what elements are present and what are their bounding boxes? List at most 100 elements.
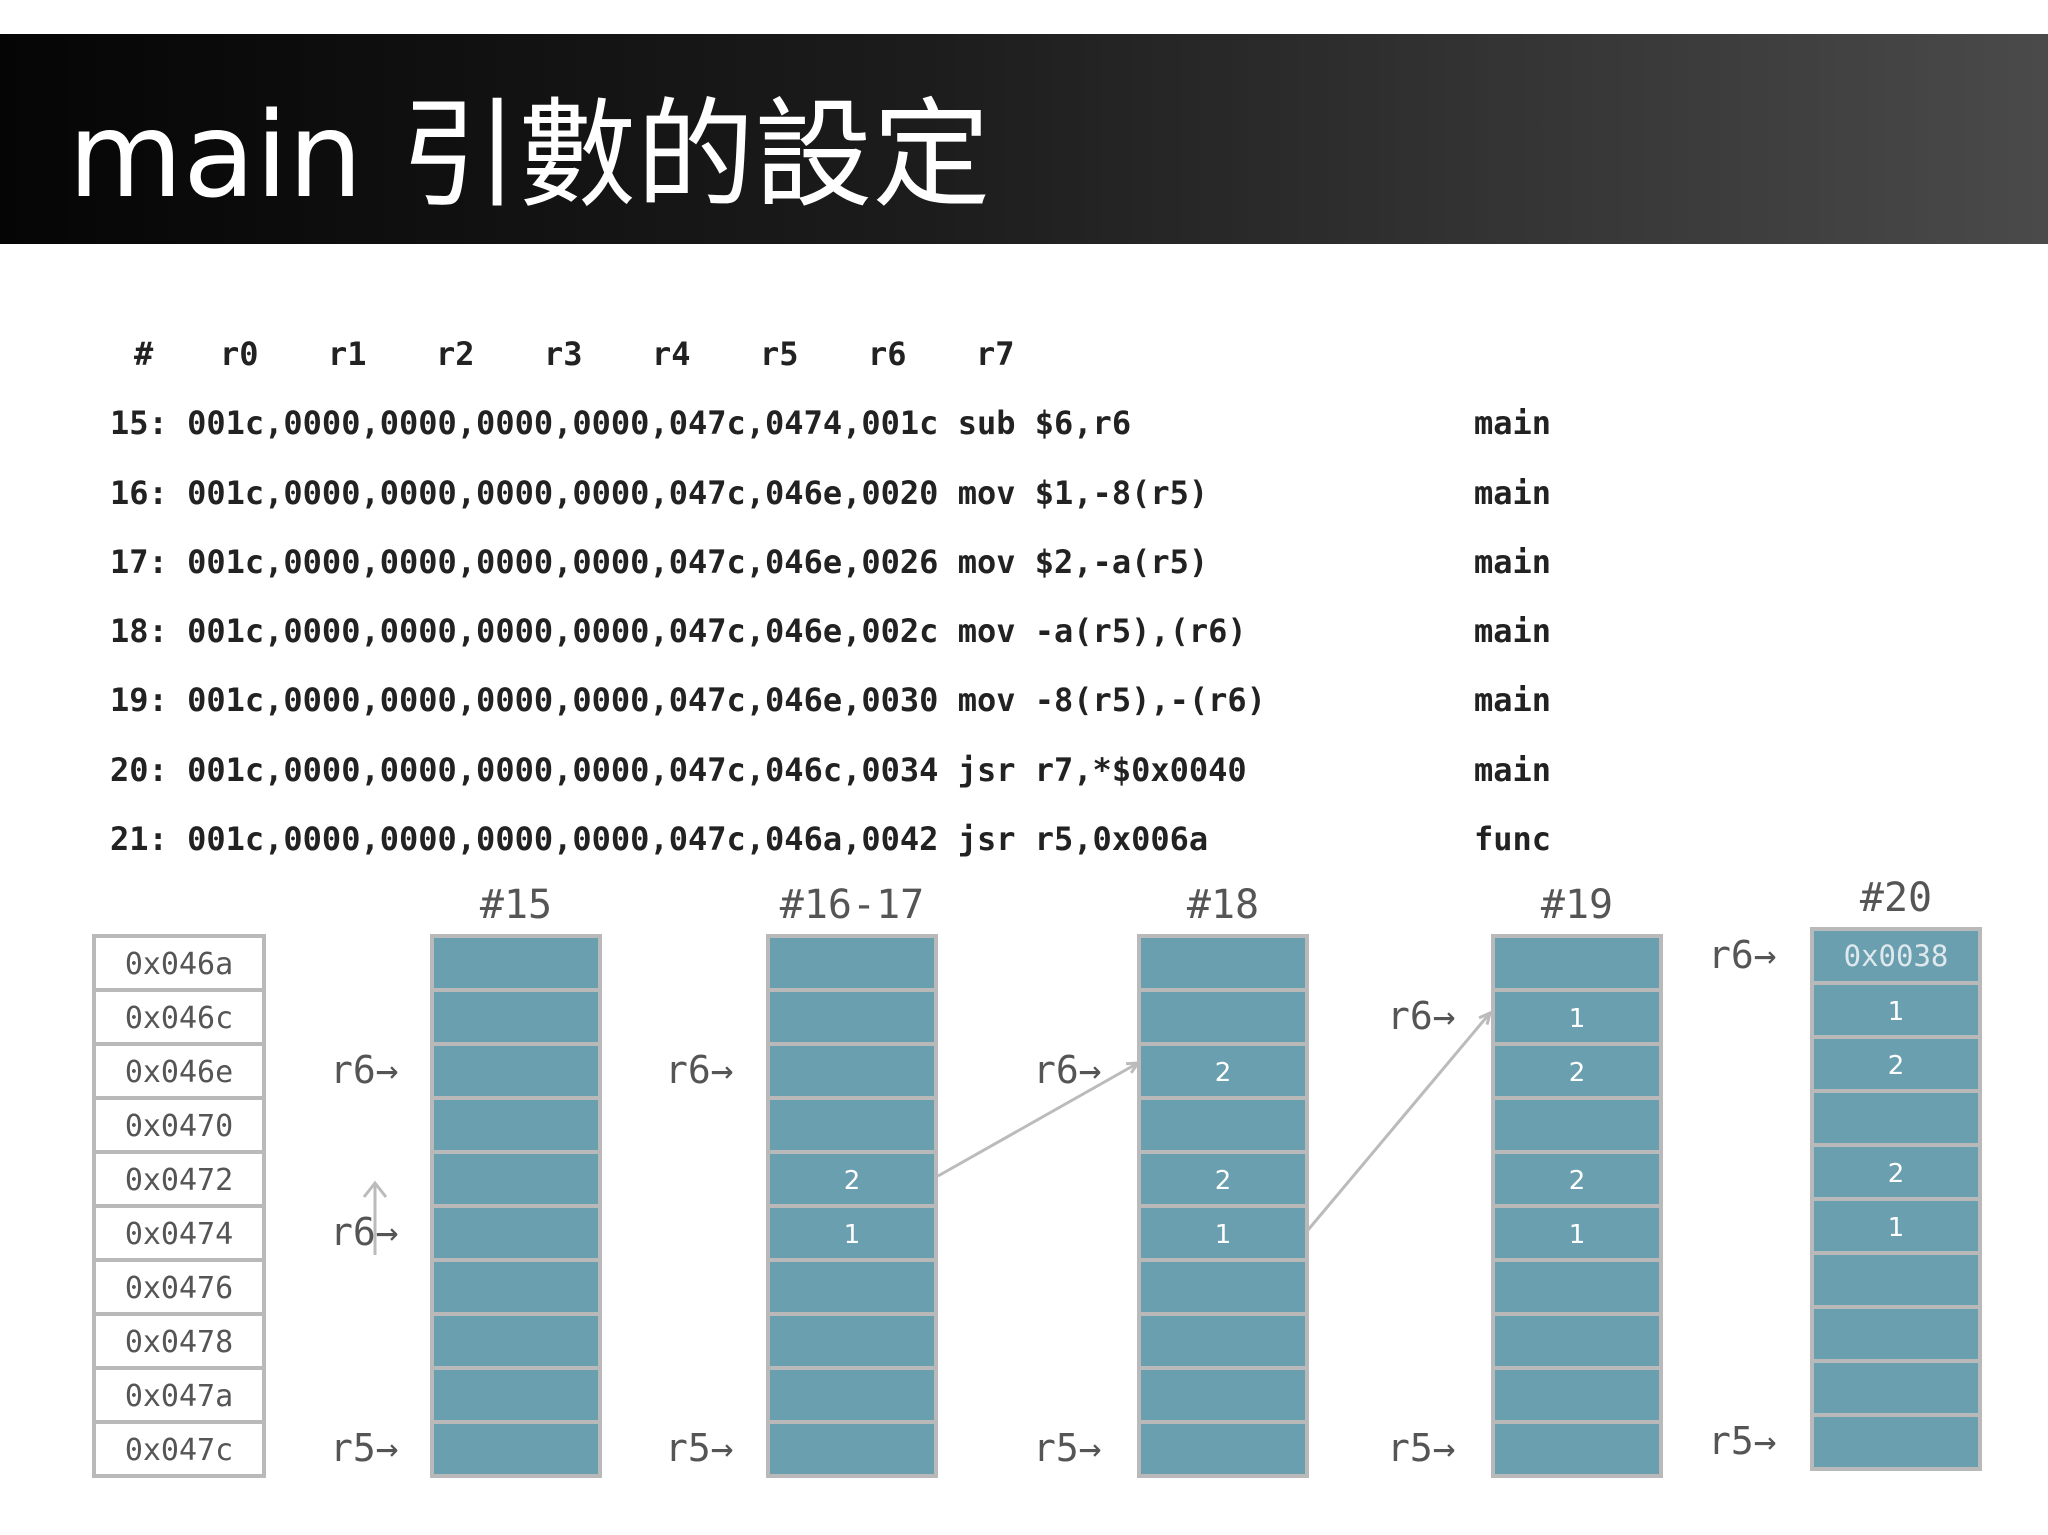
address-label: 0x0472 [125,1163,233,1198]
pointer-label: r6→ [1033,1048,1102,1092]
stack-cell [766,1258,938,1316]
stack-cell [1810,1197,1982,1255]
stack-cell-value: 2 [1215,1166,1232,1196]
stack-cell [1137,1420,1309,1478]
pointer-label: r6→ [1708,933,1777,977]
stack-cell [766,1366,938,1424]
stack-cell [1491,1312,1663,1370]
address-label: 0x046a [125,947,233,982]
trace-code: 21: 001c,0000,0000,0000,0000,047c,046a,0… [110,820,1209,859]
connector-arrow [937,1061,1139,1178]
stack-cell [430,1366,602,1424]
stack-cell [1491,1150,1663,1208]
pointer-label: r6→ [1387,994,1456,1038]
trace-header-r5: r5 [760,335,799,373]
stack-label: #19 [1541,882,1613,928]
stack-cell [1491,1366,1663,1424]
stack-diagram: 0x046a 0x046c 0x046e 0x0470 0x0472 0x0474 0x04… [92,875,1982,1478]
trace-row: 18: 001c,0000,0000,0000,0000,047c,046e,0… [110,607,1551,676]
stack-cell-value: 0x0038 [1844,939,1949,973]
address-cell [92,1042,266,1100]
address-cell [92,988,266,1046]
trace-row: 19: 001c,0000,0000,0000,0000,047c,046e,0… [110,676,1551,745]
stack-cell [1137,1258,1309,1316]
stack-cell [430,1258,602,1316]
stack-cell-value: 1 [1215,1220,1232,1250]
address-label: 0x046c [125,1001,233,1036]
trace-header-r6: r6 [868,335,907,373]
stack-cell-value: 2 [1215,1058,1232,1088]
stack-cell-value: 1 [844,1220,861,1250]
address-label: 0x0474 [125,1217,233,1252]
stack-cell [430,988,602,1046]
stack-cell [430,1204,602,1262]
stack-cell [766,934,938,992]
trace-row: 21: 001c,0000,0000,0000,0000,047c,046a,0… [110,815,1551,884]
register-trace: # r0 r1 r2 r3 r4 r5 r6 r7 15: 001c,0000,… [110,330,1551,884]
pointer-label: r5→ [1033,1426,1102,1470]
stack-cell-value: 2 [844,1166,861,1196]
trace-code: 20: 001c,0000,0000,0000,0000,047c,046c,0… [110,750,1247,789]
stack-cell [430,934,602,992]
trace-code: 16: 001c,0000,0000,0000,0000,047c,046e,0… [110,473,1209,512]
arrow-head [362,1180,388,1198]
pointer-label: r6→ [665,1048,734,1092]
stack-cell-value: 1 [1569,1220,1586,1250]
stack-cell [1810,1089,1982,1147]
trace-header-r7: r7 [976,335,1015,373]
stack-label: #20 [1860,875,1932,921]
pointer-label: r6→ [330,1048,399,1092]
connector-arrow [1306,1012,1492,1231]
trace-function: main [1474,542,1552,581]
stack-cell [1137,934,1309,992]
trace-code: 15: 001c,0000,0000,0000,0000,047c,0474,0… [110,404,1132,443]
stack-cell [1810,1359,1982,1417]
trace-header-r3: r3 [544,335,583,373]
pointer-label: r5→ [1387,1426,1456,1470]
address-label: 0x0478 [125,1325,233,1360]
address-label: 0x047a [125,1379,233,1414]
stack-cell-value: 2 [1888,1159,1905,1189]
stack-label: #16-17 [780,882,925,928]
address-cell [92,1096,266,1154]
stack-cell [430,1312,602,1370]
stack-cell [766,1420,938,1478]
stack-cell [1137,1366,1309,1424]
stack-cell [430,1420,602,1478]
trace-header-hash: # [134,335,154,373]
trace-code: 19: 001c,0000,0000,0000,0000,047c,046e,0… [110,681,1266,720]
address-cell [92,934,266,992]
stack-cell [430,1042,602,1100]
stack-cell [1810,1035,1982,1093]
trace-header-r1: r1 [328,335,367,373]
stack-cell [766,988,938,1046]
title-bar: main 引數的設定 [0,34,2048,244]
stack-cell [1810,1413,1982,1471]
stack-cell [1810,981,1982,1039]
stack-cell [1810,1305,1982,1363]
trace-header: # r0 r1 r2 r3 r4 r5 r6 r7 [110,330,1015,399]
trace-row: 16: 001c,0000,0000,0000,0000,047c,046e,0… [110,469,1551,538]
stack-label: #18 [1187,882,1259,928]
trace-function: main [1474,404,1552,443]
address-cell [92,1420,266,1478]
trace-function: main [1474,473,1552,512]
stack-cell-value: 1 [1888,1213,1905,1243]
stack-cell-value: 2 [1569,1166,1586,1196]
stack-cell [766,1096,938,1154]
stack-cell-value: 2 [1888,1051,1905,1081]
arrow-head [1125,1061,1142,1074]
pointer-label: r5→ [1708,1419,1777,1463]
arrow-head [1478,1010,1493,1026]
stack-cell [1137,1096,1309,1154]
stack-cell [766,1042,938,1100]
stack-cell [1137,1150,1309,1208]
address-label: 0x0476 [125,1271,233,1306]
stack-label: #15 [480,882,552,928]
trace-code: 17: 001c,0000,0000,0000,0000,047c,046e,0… [110,542,1209,581]
stack-cell [1491,1258,1663,1316]
trace-function: func [1474,820,1552,859]
trace-row: 20: 001c,0000,0000,0000,0000,047c,046c,0… [110,746,1551,815]
stack-cell [1491,1204,1663,1262]
stack-cell [1137,1312,1309,1370]
